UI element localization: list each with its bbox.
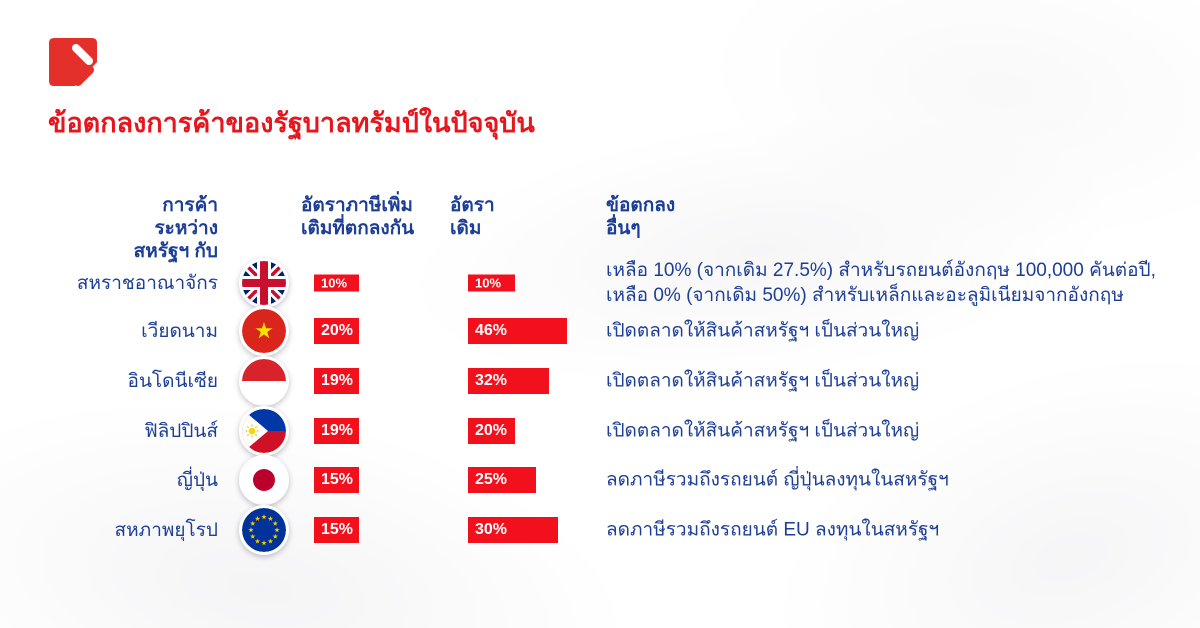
col-header-agreed-rate: อัตราภาษีเพิ่ม เติมที่ตกลงกัน: [301, 195, 415, 239]
agreed-rate-badge: 19%: [314, 368, 359, 394]
original-rate-bar: 10%: [468, 274, 515, 292]
indonesia-flag-icon: [239, 356, 289, 406]
philippines-flag-icon: [239, 406, 289, 456]
original-rate-bar: 46%: [468, 318, 567, 344]
table-row: ฟิลิปปินส์: [0, 406, 1200, 456]
table-row: สหราชอาณาจักร 10% 10% เหลือ 10% (จากเดิม…: [0, 258, 1200, 308]
row-note: เหลือ 10% (จากเดิม 27.5%) สำหรับรถยนต์อั…: [606, 260, 1156, 306]
vietnam-flag-icon: [239, 306, 289, 356]
col-header-other-agreements: ข้อตกลง อื่นๆ: [606, 195, 676, 239]
table-row: อินโดนีเซีย 19% 32% เปิดตลาดให้สินค้าสหร…: [0, 356, 1200, 406]
col-header-trade-between: การค้า ระหว่าง สหรัฐฯ กับ: [133, 195, 218, 262]
table-row: สหภาพยุโรป: [0, 505, 1200, 555]
country-label: เวียดนาม: [141, 321, 218, 342]
agreed-rate-badge: 19%: [314, 418, 359, 444]
original-rate-bar: 20%: [468, 418, 515, 444]
row-note: เปิดตลาดให้สินค้าสหรัฐฯ เป็นส่วนใหญ่: [606, 420, 920, 442]
agreed-rate-badge: 15%: [314, 517, 359, 543]
row-note: ลดภาษีรวมถึงรถยนต์ ญี่ปุ่นลงทุนในสหรัฐฯ: [606, 469, 949, 491]
original-rate-bar: 30%: [468, 517, 558, 543]
original-rate-bar: 25%: [468, 467, 536, 493]
row-note: ลดภาษีรวมถึงรถยนต์ EU ลงทุนในสหรัฐฯ: [606, 519, 940, 541]
country-label: อินโดนีเซีย: [127, 371, 218, 392]
agreed-rate-badge: 15%: [314, 467, 359, 493]
uk-flag-icon: [239, 258, 289, 308]
country-label: สหราชอาณาจักร: [76, 273, 218, 294]
country-label: ฟิลิปปินส์: [144, 421, 218, 442]
col-header-original-rate: อัตรา เดิม: [450, 195, 495, 239]
country-label: สหภาพยุโรป: [114, 520, 218, 541]
agreed-rate-badge: 10%: [314, 274, 359, 292]
table-row: ญี่ปุ่น 15% 25% ลดภาษีรวมถึงรถยนต์ ญี่ปุ…: [0, 455, 1200, 505]
row-note: เปิดตลาดให้สินค้าสหรัฐฯ เป็นส่วนใหญ่: [606, 320, 920, 342]
page-title: ข้อตกลงการค้าของรัฐบาลทรัมป์ในปัจจุบัน: [48, 108, 535, 138]
country-label: ญี่ปุ่น: [176, 470, 218, 491]
original-rate-bar: 32%: [468, 368, 549, 394]
japan-flag-icon: [239, 455, 289, 505]
row-note: เปิดตลาดให้สินค้าสหรัฐฯ เป็นส่วนใหญ่: [606, 370, 920, 392]
brand-logo-icon: [48, 37, 98, 87]
table-row: เวียดนาม 20% 46% เปิดตลาดให้สินค้าสหรัฐฯ…: [0, 306, 1200, 356]
eu-flag-icon: [239, 505, 289, 555]
agreed-rate-badge: 20%: [314, 318, 359, 344]
